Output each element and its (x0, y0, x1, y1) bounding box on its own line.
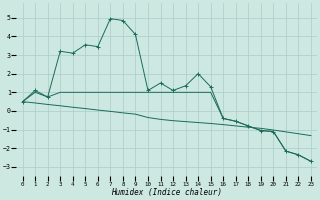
X-axis label: Humidex (Indice chaleur): Humidex (Indice chaleur) (111, 188, 222, 197)
